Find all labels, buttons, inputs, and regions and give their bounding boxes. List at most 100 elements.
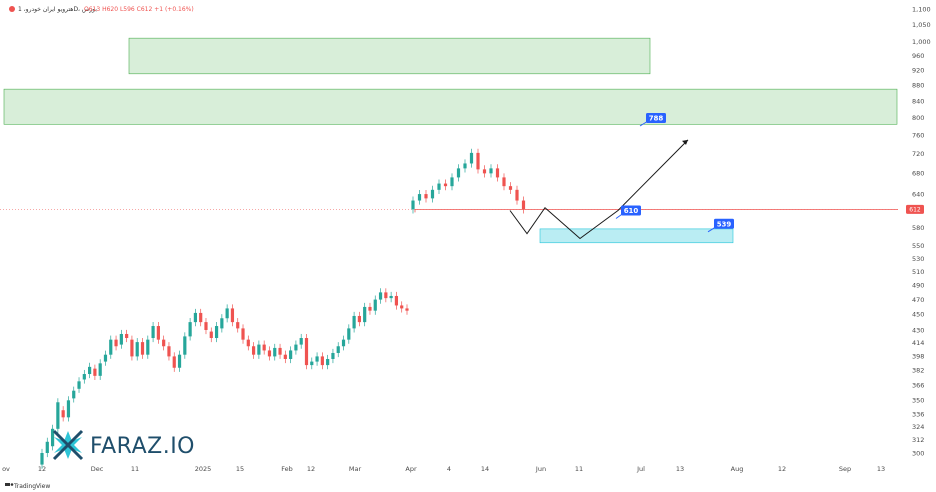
candle-body — [521, 200, 526, 210]
target-value: 788 — [649, 114, 664, 122]
price-tick-label: 960 — [912, 52, 924, 60]
price-tick-label: 312 — [912, 436, 924, 444]
candle-body — [502, 177, 506, 187]
candle-body — [257, 344, 261, 355]
price-tick-label: 350 — [912, 397, 924, 405]
candle-body — [72, 390, 76, 399]
candle-body — [267, 350, 272, 357]
candle-body — [463, 163, 467, 169]
candle-body — [437, 183, 441, 190]
price-tick-label: 510 — [912, 268, 924, 276]
target-badge[interactable]: 539 — [707, 218, 734, 233]
time-tick-label: 12 — [307, 465, 315, 473]
watermark-text: FARAZ.IO — [90, 434, 195, 459]
candle-body — [315, 356, 319, 362]
candle-body — [50, 428, 55, 447]
candle-body — [352, 315, 356, 329]
target-badge-bg — [621, 205, 641, 216]
projection-arrow-head — [682, 139, 688, 145]
target-badge[interactable]: 610 — [615, 205, 641, 219]
candle-body — [225, 308, 229, 319]
candle-body — [368, 306, 372, 311]
price-tick-label: 800 — [912, 114, 924, 122]
wide-resistance-zone[interactable] — [3, 88, 898, 125]
time-tick-label: 12 — [778, 465, 786, 473]
candle-body — [262, 344, 266, 351]
price-tick-label: 300 — [912, 449, 924, 457]
price-tick-label: 398 — [912, 353, 924, 361]
target-badge-bg — [646, 112, 666, 123]
candle-body — [405, 308, 409, 311]
candle-body — [495, 168, 500, 178]
time-tick-label: Jul — [636, 465, 645, 473]
candle-body — [199, 312, 203, 323]
target-badge[interactable]: 788 — [639, 112, 666, 127]
candle-body — [320, 356, 324, 366]
time-axis[interactable]: ov 12 Dec 11 2025 15 Feb 12 Mar Apr 4 14 Jun 11 Jul 13 A… — [2, 465, 885, 473]
candle-body — [363, 306, 367, 323]
candle-body — [220, 318, 224, 329]
time-tick-label: 13 — [877, 465, 885, 473]
candle-body — [373, 299, 377, 311]
candle-body — [251, 346, 256, 355]
price-tick-label: 920 — [912, 66, 924, 74]
candle-body — [417, 194, 422, 201]
time-tick-label: 11 — [575, 465, 583, 473]
price-tick-label: 760 — [912, 132, 924, 140]
ohlc-readout: O613 H620 L596 C612 +1 (+0.16%) — [84, 6, 194, 13]
candle-body — [411, 200, 415, 210]
candle-body — [61, 410, 65, 418]
price-axis[interactable]: 300 312 324 336 350 366 382 398 414 430 450 470 490 5… — [912, 5, 931, 457]
price-tick-label: 720 — [912, 150, 924, 158]
candle-body — [515, 189, 519, 201]
tradingview-branding[interactable]: TradingView — [5, 483, 50, 490]
time-tick-label: 2025 — [195, 465, 212, 473]
upper-resistance-zone[interactable] — [128, 37, 651, 75]
price-tick-label: 336 — [912, 411, 924, 419]
candle-body — [172, 356, 176, 368]
price-tick-label: 640 — [912, 190, 924, 198]
candle-body — [326, 358, 330, 366]
candle-body — [331, 352, 335, 359]
candle-body — [151, 326, 155, 339]
candle-body — [310, 361, 314, 366]
price-tick-label: 470 — [912, 296, 924, 304]
price-tick-label: 580 — [912, 224, 924, 232]
candle-body — [98, 363, 102, 376]
time-tick-label: Sep — [839, 465, 851, 473]
candle-body — [77, 381, 81, 389]
faraz-watermark: FARAZ.IO — [52, 429, 195, 461]
candle-body — [241, 328, 245, 340]
symbol-status-icon — [9, 6, 15, 12]
tradingview-label: TradingView — [13, 483, 50, 490]
candle-body — [177, 354, 182, 368]
price-tick-label: 680 — [912, 170, 924, 178]
candle-body — [341, 339, 346, 347]
time-tick-label: 14 — [481, 465, 489, 473]
price-tick-label: 1,000 — [912, 38, 931, 46]
time-tick-label: 12 — [38, 465, 46, 473]
target-labels: 788 610 539 — [615, 112, 734, 233]
price-tick-label: 550 — [912, 242, 924, 250]
candle-body — [204, 322, 208, 330]
candle-body — [424, 194, 428, 199]
candle-body — [45, 441, 49, 453]
candle-body — [394, 295, 399, 306]
candle-body — [384, 292, 388, 299]
support-zone[interactable] — [539, 228, 734, 244]
candle-body — [40, 453, 44, 465]
price-tick-label: 840 — [912, 97, 924, 105]
candle-body — [125, 333, 129, 339]
price-tick-label: 490 — [912, 282, 924, 290]
price-tick-label: 324 — [912, 423, 924, 431]
candle-body — [88, 366, 92, 375]
candle-body — [443, 183, 448, 187]
candle-body — [304, 338, 309, 366]
price-tick-label: 382 — [912, 367, 924, 375]
candle-body — [273, 347, 277, 357]
projection-path[interactable] — [509, 139, 689, 240]
candle-body — [283, 354, 287, 359]
candle-body — [56, 402, 60, 429]
